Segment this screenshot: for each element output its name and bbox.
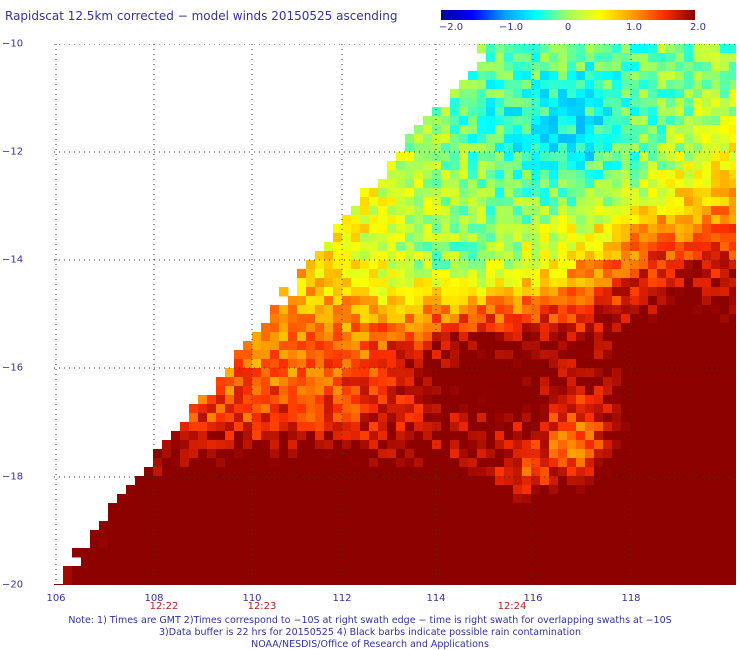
lon-label: 116 <box>523 593 543 604</box>
colorbar-tick: 0 <box>564 22 572 33</box>
lat-label: −14 <box>2 254 24 266</box>
lon-label: 114 <box>426 593 446 604</box>
time-label: 12:22 <box>149 601 179 612</box>
lat-label: −16 <box>2 362 24 374</box>
lat-label: −12 <box>2 146 24 158</box>
lat-label: −20 <box>2 579 24 591</box>
colorbar: −2.0 −1.0 0 1.0 2.0 <box>0 0 740 40</box>
lon-label: 118 <box>621 593 641 604</box>
note-credit: NOAA/NESDIS/Office of Research and Appli… <box>251 639 489 650</box>
colorbar-tick: 1.0 <box>626 22 642 33</box>
lon-label: 110 <box>242 593 262 604</box>
note-line-2: 3)Data buffer is 22 hrs for 20150525 4) … <box>159 627 581 638</box>
time-label: 12:23 <box>247 601 277 612</box>
lat-label: −10 <box>2 38 24 50</box>
colorbar-gradient <box>441 10 695 20</box>
map-title: Rapidscat 12.5km corrected − model winds… <box>5 9 398 23</box>
colorbar-tick: 2.0 <box>690 22 706 33</box>
time-label: 12:24 <box>497 601 527 612</box>
wind-difference-map[interactable] <box>54 44 736 585</box>
colorbar-tick: −2.0 <box>438 22 464 33</box>
map-canvas <box>54 44 736 585</box>
lat-label: −18 <box>2 471 24 483</box>
lon-label: 108 <box>144 593 164 604</box>
lon-label: 112 <box>332 593 352 604</box>
lon-label: 106 <box>46 593 66 604</box>
colorbar-tick: −1.0 <box>498 22 524 33</box>
note-line-1: Note: 1) Times are GMT 2)Times correspon… <box>68 615 672 626</box>
